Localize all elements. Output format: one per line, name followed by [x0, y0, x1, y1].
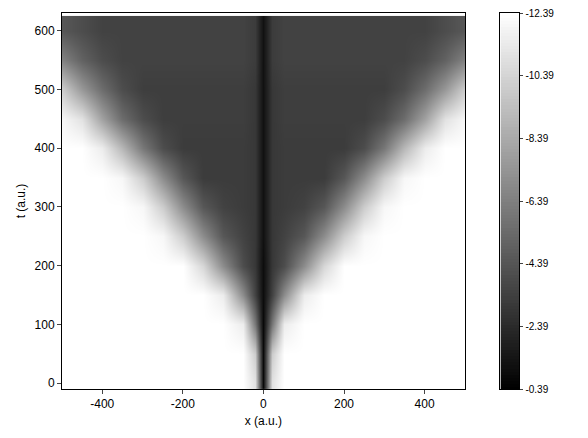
- svg-text:400: 400: [415, 397, 435, 411]
- svg-text:600: 600: [35, 24, 55, 38]
- svg-text:x (a.u.): x (a.u.): [245, 414, 282, 428]
- svg-text:400: 400: [35, 141, 55, 155]
- svg-text:500: 500: [35, 83, 55, 97]
- svg-text:300: 300: [35, 200, 55, 214]
- svg-text:t (a.u.): t (a.u.): [14, 184, 28, 219]
- svg-text:-8.39: -8.39: [525, 133, 548, 144]
- svg-text:-200: -200: [171, 397, 195, 411]
- svg-text:-0.39: -0.39: [525, 384, 548, 395]
- svg-text:-6.39: -6.39: [525, 196, 548, 207]
- svg-text:100: 100: [35, 318, 55, 332]
- svg-text:-4.39: -4.39: [525, 258, 548, 269]
- svg-text:200: 200: [35, 259, 55, 273]
- svg-text:-2.39: -2.39: [525, 321, 548, 332]
- svg-text:-400: -400: [90, 397, 114, 411]
- svg-text:0: 0: [260, 397, 267, 411]
- svg-text:-10.39: -10.39: [525, 70, 554, 81]
- svg-text:0: 0: [48, 376, 55, 390]
- svg-text:-12.39: -12.39: [525, 8, 554, 19]
- svg-text:200: 200: [334, 397, 354, 411]
